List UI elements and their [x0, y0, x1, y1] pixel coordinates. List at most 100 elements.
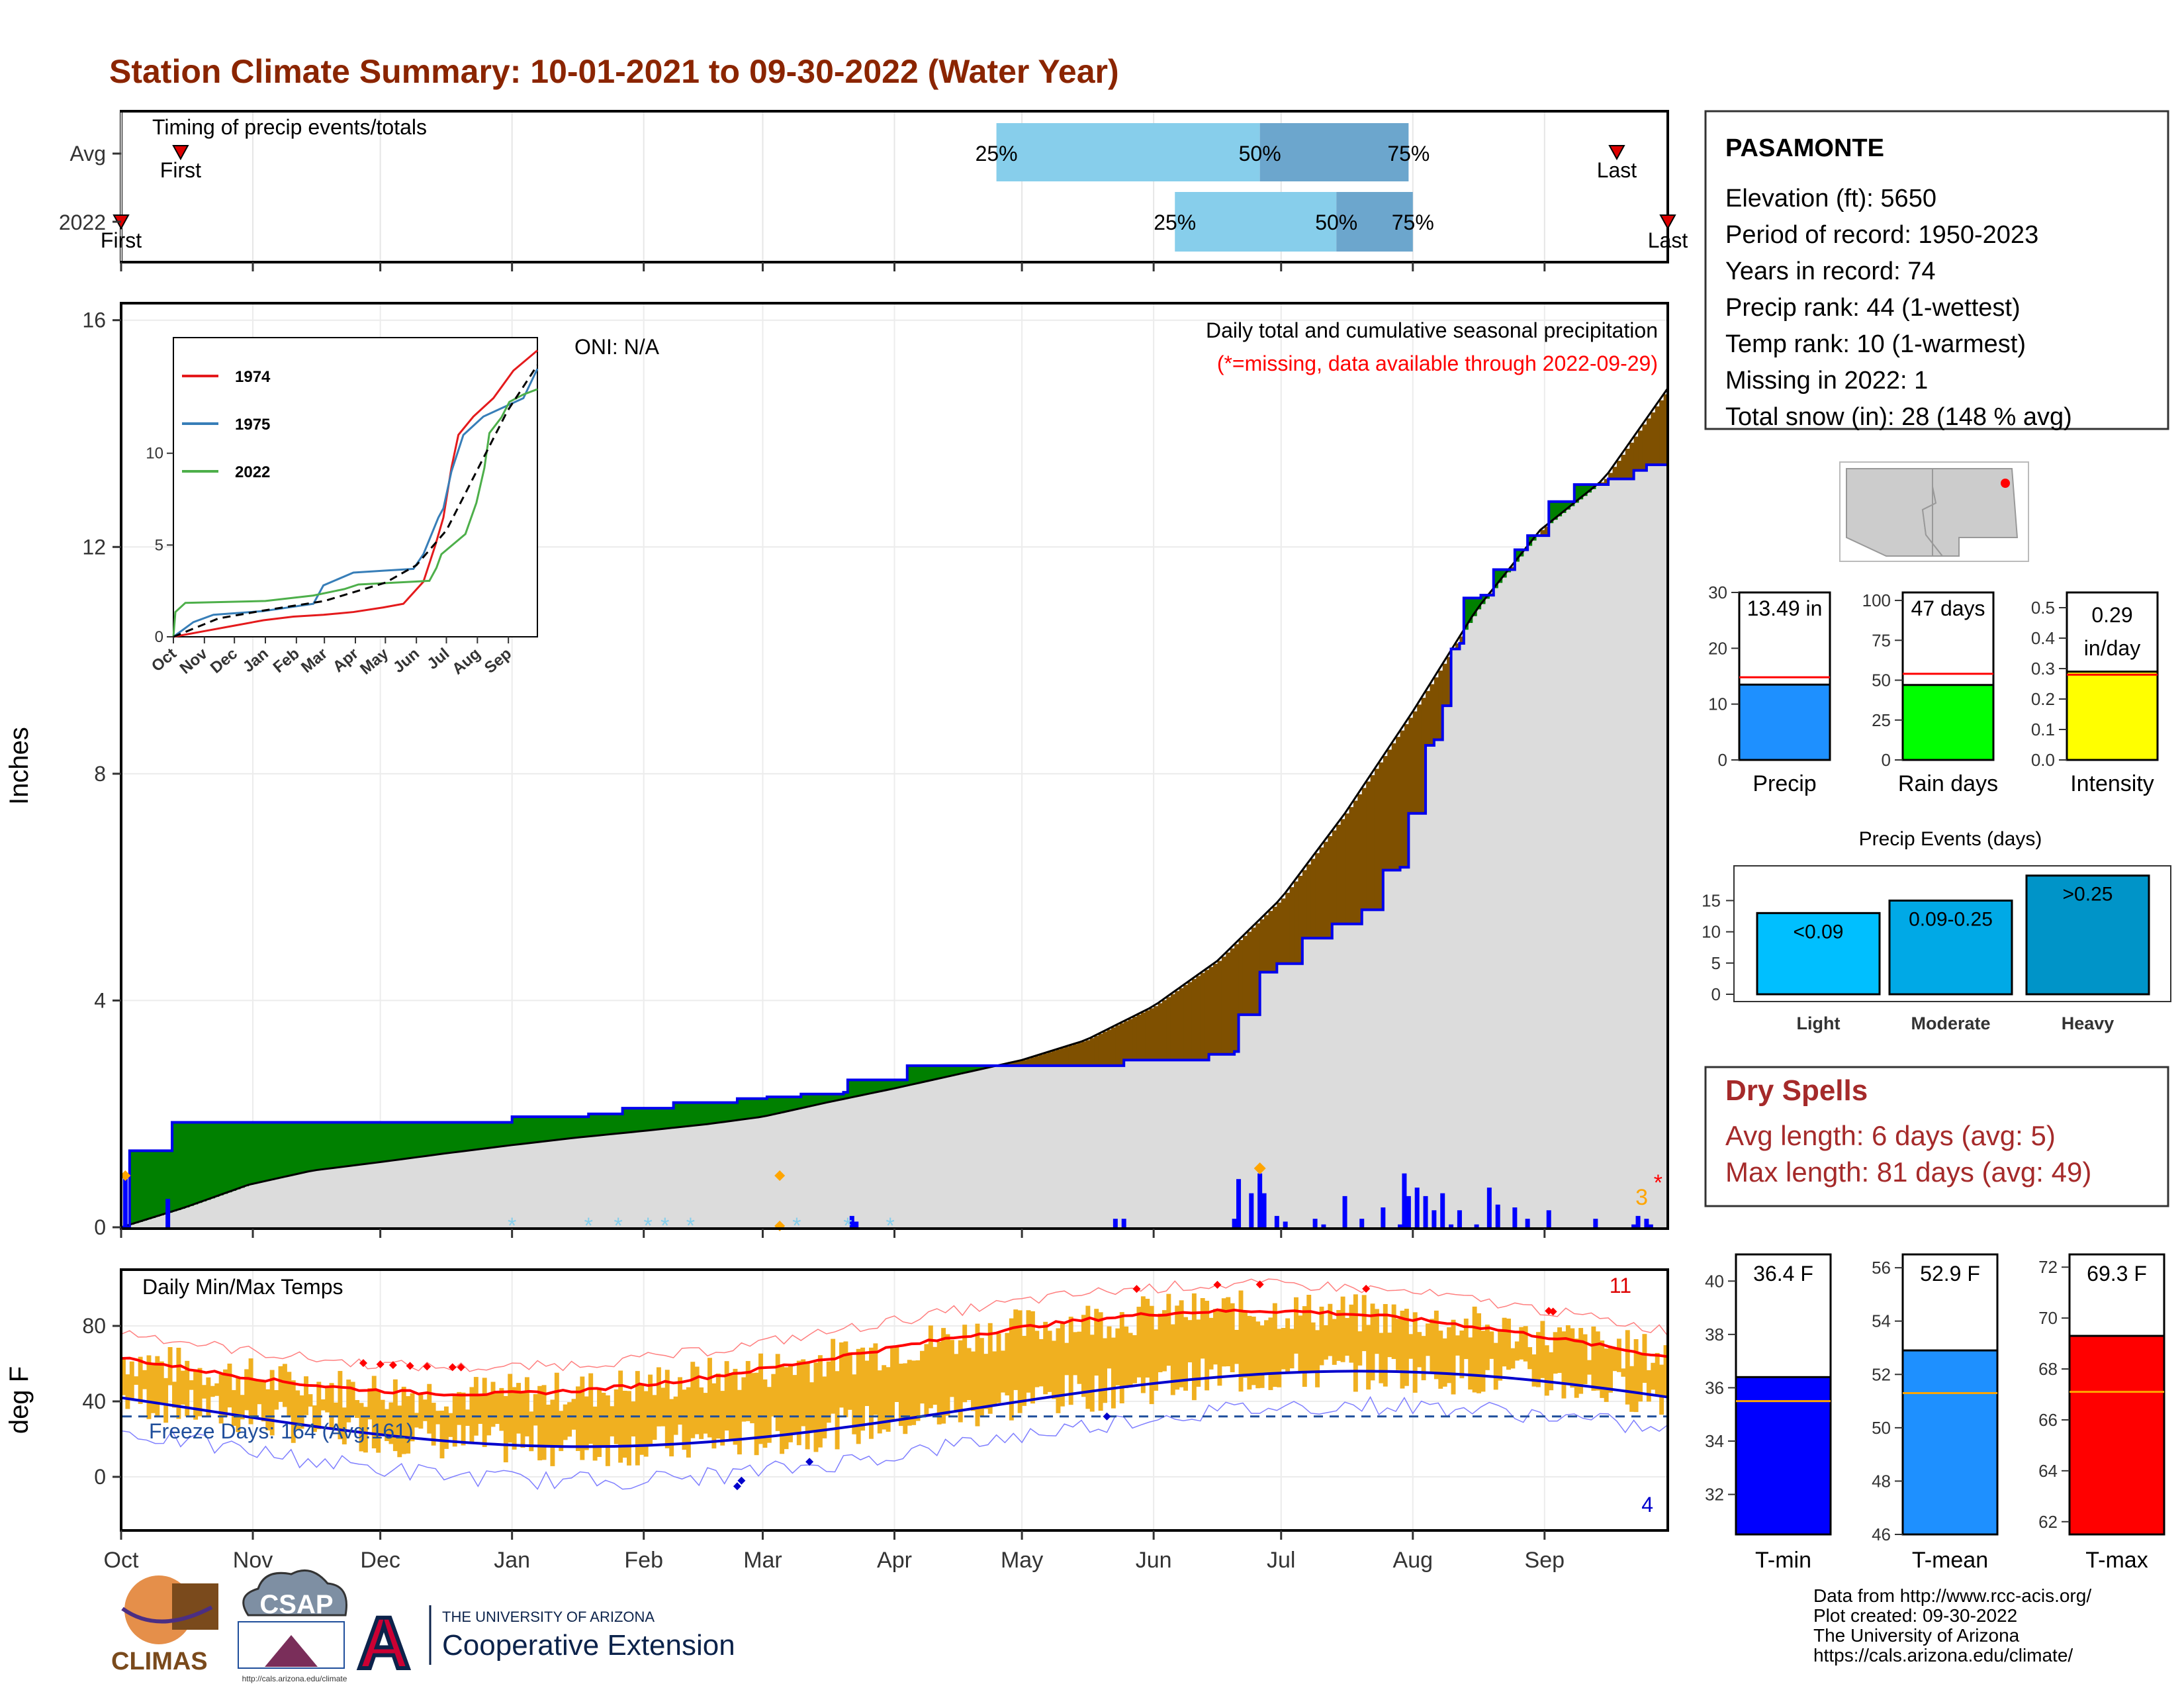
- daily-temp-bar: [422, 1399, 428, 1421]
- precip-surplus-segment: [928, 1065, 933, 1081]
- daily-temp-bar: [218, 1374, 224, 1424]
- mini-bar-category-label: Rain days: [1898, 771, 1998, 796]
- precip-surplus-segment: [669, 1108, 674, 1129]
- daily-temp-bar: [737, 1389, 742, 1455]
- record-high-marker: [1255, 1280, 1264, 1289]
- hail-diamond-marker: [1253, 1162, 1266, 1174]
- precip-surplus-segment: [907, 1065, 912, 1086]
- precip-surplus-segment: [427, 1122, 432, 1156]
- precip-events-chart: Precip Events (days) <0.09 Light 0.09-0.25…: [1702, 828, 2171, 1033]
- temp-bar-value-label: 69.3 F: [2087, 1262, 2147, 1286]
- normal-cumulative-line: [120, 387, 1669, 1229]
- precip-deficit-segment: [1247, 931, 1252, 1015]
- daily-temp-bar: [418, 1394, 424, 1429]
- daily-temp-bar: [1455, 1335, 1460, 1356]
- precip-surplus-segment: [253, 1122, 258, 1184]
- temp-bar-tick-label: 50: [1872, 1418, 1891, 1438]
- daily-temp-bar: [1213, 1309, 1218, 1365]
- daily-temp-bar: [1353, 1294, 1358, 1392]
- temp-bar-tick-label: 38: [1705, 1325, 1724, 1344]
- daily-temp-bar: [877, 1370, 882, 1434]
- timing-avg-label-50: 50%: [1239, 142, 1281, 165]
- daily-temp-bar: [163, 1378, 169, 1423]
- temp-bar-tick-label: 32: [1705, 1485, 1724, 1505]
- daily-temp-bar: [159, 1361, 164, 1404]
- precip-surplus-segment: [304, 1122, 309, 1173]
- ua-small-text: THE UNIVERSITY OF ARIZONA: [442, 1609, 655, 1625]
- daily-temp-bar: [1319, 1306, 1324, 1366]
- daily-precip-bar: [1232, 1219, 1237, 1227]
- daily-precip-bar: [1648, 1224, 1653, 1227]
- timing-avg-label-25: 25%: [976, 142, 1018, 165]
- daily-precip-bar: [1406, 1196, 1411, 1227]
- precip-surplus-segment: [682, 1102, 687, 1127]
- record-high-marker: [1132, 1285, 1141, 1293]
- daily-temp-bar: [771, 1374, 776, 1417]
- daily-temp-bar: [868, 1347, 874, 1439]
- precip-surplus-segment: [890, 1080, 895, 1090]
- daily-temp-bar: [1651, 1362, 1656, 1390]
- precip-surplus-segment: [338, 1122, 343, 1168]
- daily-temp-bar: [571, 1399, 576, 1430]
- climas-text: CLIMAS: [111, 1648, 208, 1675]
- daily-temp-bar: [1009, 1318, 1014, 1421]
- daily-temp-bar: [248, 1358, 253, 1425]
- daily-precip-bar: [122, 1176, 128, 1227]
- daily-temp-bar: [1557, 1327, 1562, 1374]
- daily-temp-bar: [805, 1362, 810, 1450]
- inset-ytick-label: 10: [146, 445, 163, 463]
- record-high-marker: [376, 1360, 385, 1368]
- temp-bar-tick-label: 68: [2038, 1359, 2058, 1379]
- precip-surplus-segment: [1561, 501, 1567, 513]
- daily-temp-bar: [597, 1389, 602, 1457]
- temp-bar-tick-label: 62: [2038, 1512, 2058, 1532]
- record-high-marker: [406, 1362, 414, 1370]
- daily-temp-bar: [490, 1382, 496, 1427]
- daily-precip-bar: [1525, 1219, 1530, 1227]
- precip-deficit-segment: [1328, 836, 1333, 939]
- avg-min-temp-line: [120, 1370, 1668, 1448]
- daily-temp-bar: [1328, 1303, 1333, 1356]
- precip-surplus-segment: [766, 1097, 772, 1116]
- precip-surplus-segment: [1498, 569, 1503, 583]
- daily-temp-bar: [1136, 1307, 1142, 1378]
- daily-temp-bar: [1493, 1342, 1498, 1390]
- timing-panel: 25% 50% 75% 25% 50% 75% Timing of precip even…: [59, 110, 1688, 271]
- inset-series-line: [172, 388, 538, 637]
- precip-deficit-segment: [1089, 1038, 1095, 1066]
- precip-surplus-segment: [499, 1122, 504, 1147]
- precip-surplus-segment: [690, 1102, 696, 1126]
- daily-precip-bar: [1432, 1210, 1437, 1227]
- daily-temp-bar: [1208, 1317, 1214, 1370]
- daily-temp-bar: [703, 1393, 708, 1434]
- precip-ytick-label: 12: [82, 535, 106, 559]
- daily-temp-bar: [1132, 1335, 1137, 1383]
- precip-surplus-segment: [176, 1122, 181, 1211]
- mini-bar-value-label: 13.49 in: [1747, 596, 1823, 620]
- precip-surplus-segment: [299, 1122, 304, 1174]
- daily-temp-bar: [1026, 1310, 1031, 1393]
- daily-temp-bar: [1205, 1301, 1210, 1391]
- precip-surplus-segment: [720, 1102, 725, 1123]
- daily-temp-bar: [996, 1333, 1001, 1403]
- precip-deficit-segment: [1094, 1035, 1099, 1066]
- daily-temp-bar: [308, 1394, 313, 1407]
- daily-temp-bar: [1625, 1330, 1630, 1405]
- record-high-marker: [457, 1363, 465, 1372]
- event-ytick-label: 0: [1711, 984, 1721, 1004]
- daily-temp-bar: [796, 1360, 801, 1446]
- event-bar: [2025, 874, 2150, 996]
- precip-surplus-segment: [652, 1108, 657, 1131]
- daily-temp-bar: [648, 1374, 653, 1446]
- daily-temp-bar: [465, 1409, 470, 1427]
- precip-deficit-segment: [1655, 406, 1660, 465]
- daily-temp-bar: [682, 1389, 687, 1450]
- precip-deficit-segment: [1361, 788, 1367, 910]
- month-label: Jun: [1136, 1548, 1172, 1573]
- precip-surplus-segment: [822, 1094, 827, 1104]
- precip-deficit-segment: [1119, 1023, 1124, 1066]
- precip-surplus-segment: [1578, 485, 1584, 500]
- daily-temp-bar: [1578, 1328, 1584, 1394]
- daily-temp-bar: [138, 1356, 143, 1404]
- precip-surplus-segment: [227, 1122, 232, 1193]
